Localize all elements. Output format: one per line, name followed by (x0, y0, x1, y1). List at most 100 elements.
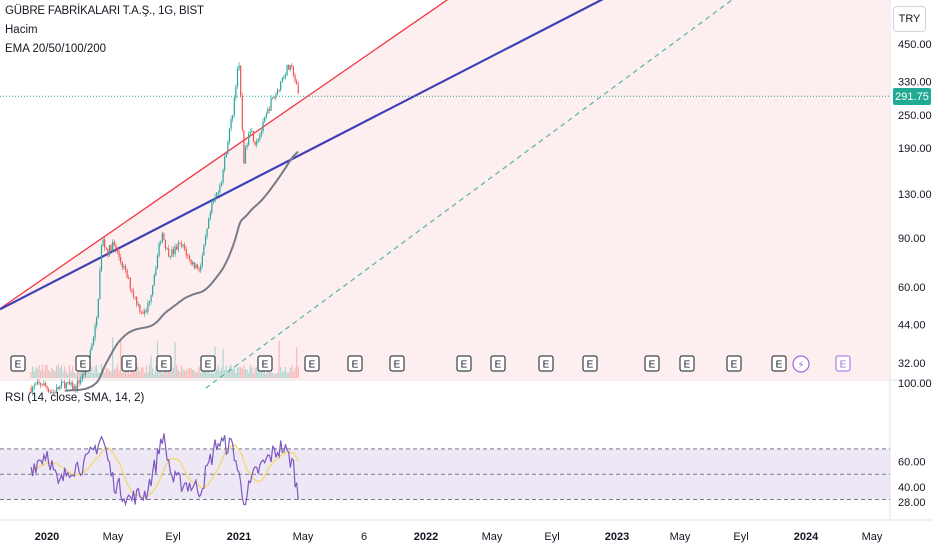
volume-bar (152, 368, 154, 378)
earnings-marker-label: E (205, 360, 212, 371)
volume-bar (204, 371, 207, 378)
volume-bar (105, 367, 107, 378)
candle (206, 228, 208, 237)
candle (158, 243, 160, 256)
volume-bar (208, 366, 210, 378)
candle (131, 288, 133, 291)
volume-bar (240, 367, 242, 378)
earnings-marker (347, 355, 363, 372)
volume-bar (84, 372, 87, 378)
volume-bar (108, 370, 111, 378)
earnings-marker (389, 355, 405, 372)
currency-button[interactable]: TRY (893, 6, 926, 32)
candle (219, 185, 221, 193)
candle (163, 233, 165, 240)
volume-legend[interactable]: Hacim (5, 24, 38, 36)
candle (67, 381, 69, 383)
candle (180, 243, 183, 247)
volume-bar (289, 367, 291, 378)
future-earnings-marker (835, 355, 851, 372)
candle (70, 382, 72, 385)
candle (254, 141, 256, 145)
price-tick-label: 32.00 (898, 358, 926, 370)
volume-bar (36, 368, 39, 378)
candle (217, 192, 219, 194)
candle (227, 142, 229, 154)
volume-bar (233, 366, 235, 378)
volume-bar (97, 373, 99, 378)
candle (260, 131, 263, 135)
candle (118, 251, 120, 258)
volume-bar (292, 371, 295, 378)
volume-bar (195, 373, 197, 378)
candle (100, 245, 103, 271)
candle (276, 90, 279, 95)
volume-bar (30, 371, 32, 378)
candle (148, 301, 151, 304)
volume-bar (161, 373, 163, 378)
candle (81, 374, 83, 380)
earnings-marker (679, 355, 695, 372)
candle (99, 270, 101, 299)
volume-bar (179, 372, 181, 378)
time-tick-label: May (862, 531, 883, 543)
volume-bar (257, 369, 259, 378)
candle (182, 244, 184, 247)
volume-bar (118, 370, 120, 378)
volume-bar (172, 367, 175, 378)
volume-bar (185, 371, 187, 378)
dividend-icon: ⚡ (797, 360, 804, 371)
earnings-marker (156, 355, 172, 372)
earnings-marker-label: E (649, 360, 656, 371)
volume-bar (220, 367, 223, 378)
candle (224, 157, 226, 171)
candle (292, 66, 295, 76)
earnings-marker-label: E (15, 360, 22, 371)
ema-legend[interactable]: EMA 20/50/100/200 (5, 43, 107, 55)
trend-line-teal (205, 0, 734, 389)
candle (169, 256, 171, 258)
volume-bar (163, 367, 165, 378)
volume-bar (104, 372, 106, 378)
candle (44, 383, 47, 387)
time-tick-label: 2023 (605, 531, 629, 543)
volume-bar (62, 371, 64, 378)
candle (60, 381, 63, 386)
volume-bar (67, 373, 69, 378)
candle (150, 295, 152, 302)
volume-bar (148, 364, 151, 378)
volume-bar (73, 372, 75, 378)
volume-bar (91, 366, 93, 378)
volume-bar (291, 364, 293, 378)
volume-bar (89, 366, 91, 378)
candle (230, 118, 232, 129)
volume-bar (94, 366, 96, 378)
candle (134, 296, 136, 298)
volume-bar (150, 355, 152, 378)
volume-bar (262, 368, 264, 378)
volume-bar (254, 367, 256, 378)
candle (286, 64, 288, 75)
candle (91, 344, 93, 351)
earnings-marker (121, 355, 137, 372)
volume-bar (81, 369, 83, 378)
volume-bar (145, 365, 147, 378)
volume-bar (236, 367, 239, 378)
candle (193, 261, 195, 268)
candle (187, 255, 189, 257)
candle (212, 201, 215, 203)
volume-bar (102, 369, 104, 378)
candle (257, 139, 259, 142)
rsi-legend[interactable]: RSI (14, close, SMA, 14, 2) (5, 392, 145, 404)
volume-bar (193, 370, 195, 378)
volume-bar (230, 364, 232, 378)
volume-bar (115, 367, 117, 378)
volume-bar (209, 373, 211, 378)
candle (188, 255, 191, 260)
volume-bar (158, 365, 160, 378)
candle (115, 245, 117, 251)
time-tick-label: 2020 (35, 531, 59, 543)
candle (288, 64, 290, 70)
volume-bar (33, 371, 35, 378)
